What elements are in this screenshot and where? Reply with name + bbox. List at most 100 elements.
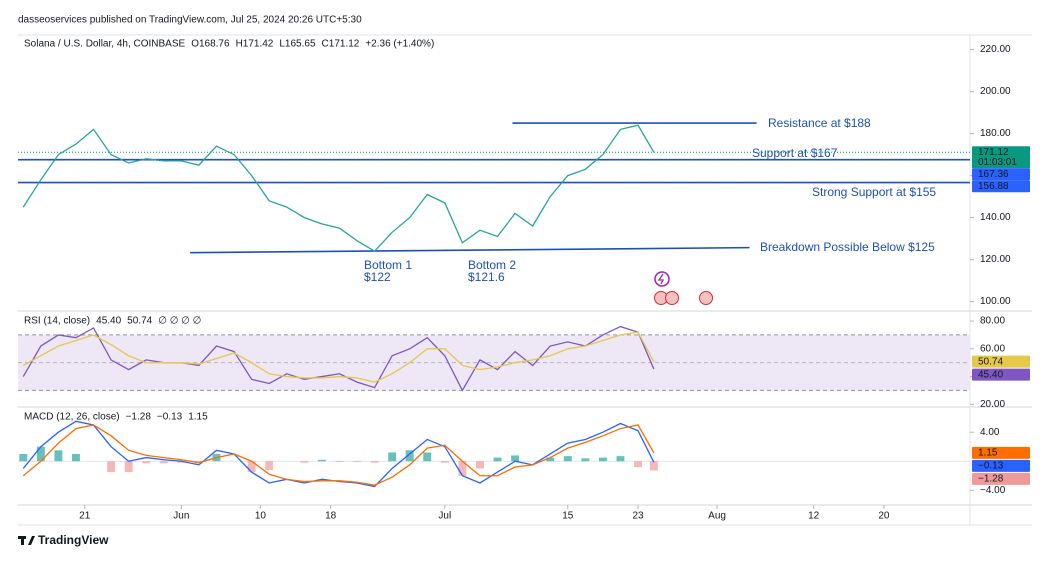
legend-value: 45.40 bbox=[96, 316, 121, 327]
ohlc-value: C171.12 bbox=[322, 39, 360, 50]
series-line bbox=[22, 124, 655, 253]
x-tick-label: 23 bbox=[632, 511, 644, 522]
legend-extra: ∅ ∅ ∅ ∅ bbox=[158, 316, 201, 327]
annotation: Bottom 1 bbox=[364, 258, 412, 272]
ohlc-value: O168.76 bbox=[191, 39, 230, 50]
histogram-bar bbox=[440, 461, 449, 463]
histogram-bar bbox=[493, 457, 502, 462]
brand-logo bbox=[18, 536, 35, 545]
ohlc-value: H171.42 bbox=[236, 39, 274, 50]
x-tick-label: 15 bbox=[562, 511, 574, 522]
y-tick-label: 80.00 bbox=[980, 316, 1005, 327]
pane-title: RSI (14, close) bbox=[24, 316, 90, 327]
level-line bbox=[190, 246, 750, 254]
histogram-bar bbox=[598, 457, 607, 462]
histogram-bar bbox=[124, 461, 133, 473]
y-tick-label: 4.00 bbox=[980, 427, 1000, 438]
last-value: −0.13 bbox=[978, 461, 1004, 472]
histogram-bar bbox=[107, 461, 116, 473]
histogram-bar bbox=[546, 457, 555, 462]
histogram-bar bbox=[458, 461, 467, 476]
histogram-bar bbox=[72, 453, 80, 462]
histogram-bar bbox=[511, 455, 520, 462]
last-value: 50.74 bbox=[978, 356, 1003, 367]
last-value-box bbox=[972, 459, 1030, 472]
level-label: Support at $167 bbox=[752, 146, 838, 160]
histogram-bar bbox=[616, 456, 625, 462]
logo-part bbox=[28, 536, 35, 545]
event-icon bbox=[657, 273, 665, 285]
histogram-bar bbox=[19, 453, 28, 462]
x-tick-label: Jun bbox=[173, 511, 189, 522]
level-label: Strong Support at $155 bbox=[812, 185, 936, 199]
price-label: 171.12 bbox=[978, 147, 1009, 158]
histogram-bar bbox=[247, 461, 256, 473]
pane-title: MACD (12, 26, close) bbox=[24, 412, 120, 423]
last-value-box bbox=[972, 368, 1030, 381]
series-line bbox=[22, 325, 655, 392]
y-tick-label: 200.00 bbox=[980, 86, 1011, 97]
price-label-box bbox=[972, 180, 1030, 193]
histogram-bar bbox=[649, 461, 658, 471]
last-value-box bbox=[972, 355, 1030, 368]
histogram-bar bbox=[405, 450, 414, 462]
event-icon bbox=[665, 291, 679, 305]
logo-part bbox=[21, 536, 24, 545]
histogram-bar bbox=[317, 459, 326, 462]
x-tick-label: 10 bbox=[255, 511, 267, 522]
annotation: Bottom 2 bbox=[468, 258, 516, 272]
price-label-countdown: 01:03:01 bbox=[978, 157, 1017, 168]
histogram-bar bbox=[634, 461, 642, 468]
ohlc-value: +2.36 (+1.40%) bbox=[365, 39, 434, 50]
y-tick-label: 20.00 bbox=[980, 399, 1005, 410]
y-tick-label: 60.00 bbox=[980, 343, 1005, 354]
byline: dasseoservices published on TradingView.… bbox=[18, 15, 362, 26]
legend-value: −1.28 bbox=[126, 412, 152, 423]
price-label-box bbox=[972, 146, 1030, 169]
histogram-bar bbox=[335, 461, 344, 462]
price-label: 156.88 bbox=[978, 181, 1009, 192]
annotation: $121.6 bbox=[468, 270, 505, 284]
histogram-bar bbox=[142, 461, 151, 464]
y-tick-label: 140.00 bbox=[980, 212, 1011, 223]
event-icons bbox=[654, 271, 713, 305]
x-tick-label: Aug bbox=[708, 511, 726, 522]
histogram-bar bbox=[475, 461, 484, 469]
x-tick-label: 18 bbox=[325, 511, 337, 522]
annotation: $122 bbox=[364, 270, 391, 284]
histogram-bar bbox=[388, 452, 397, 462]
y-tick-label: 180.00 bbox=[980, 128, 1011, 139]
chart-title: Solana / U.S. Dollar, 4h, COINBASE bbox=[24, 39, 186, 50]
series-line bbox=[22, 424, 655, 486]
price-label: 167.36 bbox=[978, 169, 1009, 180]
histogram-bar bbox=[423, 452, 432, 462]
x-tick-label: 12 bbox=[808, 511, 820, 522]
series-line bbox=[22, 331, 655, 383]
event-icon bbox=[654, 271, 670, 287]
y-tick-label: 100.00 bbox=[980, 296, 1011, 307]
legend-value: −0.13 bbox=[157, 412, 183, 423]
histogram-bar bbox=[581, 458, 590, 462]
last-value-box bbox=[972, 472, 1030, 485]
ohlc-value: L165.65 bbox=[279, 39, 316, 50]
histogram-bar bbox=[563, 456, 572, 462]
histogram-bar bbox=[300, 461, 309, 463]
last-value: 1.15 bbox=[978, 448, 998, 459]
level-label: Breakdown Possible Below $125 bbox=[760, 240, 935, 254]
histogram-bar bbox=[36, 446, 45, 462]
histogram-bar bbox=[177, 461, 186, 463]
y-tick-label: 220.00 bbox=[980, 44, 1011, 55]
legend-value: 1.15 bbox=[188, 412, 208, 423]
histogram-bar bbox=[265, 461, 274, 470]
x-tick-label: 20 bbox=[878, 511, 890, 522]
y-tick-label: −4.00 bbox=[980, 485, 1006, 496]
event-icon bbox=[699, 291, 713, 305]
x-tick-label: 21 bbox=[79, 511, 91, 522]
x-tick-label: Jul bbox=[438, 511, 451, 522]
histogram-bar bbox=[54, 450, 63, 462]
series-line bbox=[22, 420, 655, 488]
legend-value: 50.74 bbox=[127, 316, 152, 327]
